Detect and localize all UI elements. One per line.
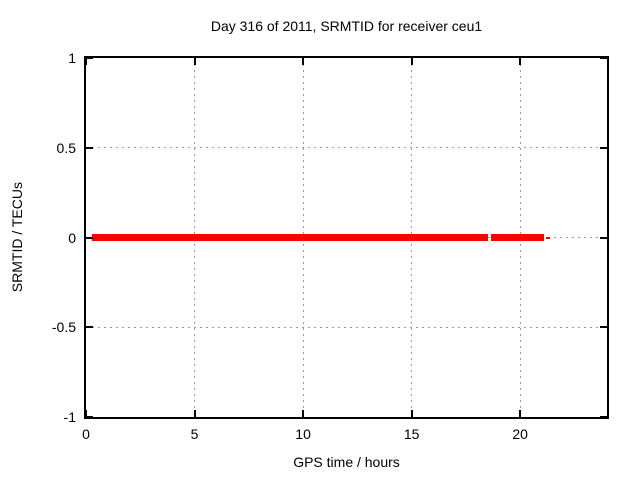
y-tick-label: -1 — [63, 409, 76, 425]
x-tick-label: 10 — [295, 426, 311, 442]
x-tick-mark — [410, 410, 413, 417]
y-tick-label: 1 — [68, 50, 76, 66]
data-series-segment — [490, 234, 545, 241]
y-tick-labels: -1 -0.5 0 0.5 1 — [14, 50, 76, 425]
y-tick-mark — [600, 236, 607, 239]
grid-line-horizontal — [86, 326, 607, 328]
y-tick-mark — [86, 57, 93, 59]
chart-title: Day 316 of 2011, SRMTID for receiver ceu… — [210, 18, 483, 34]
data-series-segment — [545, 236, 551, 239]
x-tick-mark — [193, 58, 196, 65]
x-tick-labels: 0 5 10 15 20 — [82, 426, 607, 442]
y-tick-mark — [600, 146, 607, 149]
plot-area — [84, 56, 609, 419]
x-tick-mark — [410, 58, 413, 65]
y-tick-mark — [86, 236, 93, 239]
x-tick-label: 0 — [82, 426, 90, 442]
y-tick-mark — [86, 146, 93, 149]
y-tick-label: 0.5 — [56, 139, 76, 156]
x-tick-mark — [519, 410, 522, 417]
x-tick-label: 5 — [190, 426, 199, 442]
data-series-segment — [91, 234, 488, 241]
x-tick-mark — [85, 58, 87, 65]
y-tick-mark — [600, 326, 607, 329]
x-tick-mark — [519, 58, 522, 65]
y-tick-mark — [600, 416, 607, 418]
x-tick-label: 20 — [512, 426, 528, 442]
x-tick-label: 15 — [403, 426, 420, 442]
x-tick-mark — [193, 410, 196, 417]
y-tick-mark — [86, 326, 93, 329]
y-tick-mark — [600, 57, 607, 59]
y-tick-label: -0.5 — [51, 319, 76, 336]
x-tick-mark — [302, 58, 305, 65]
x-axis-label: GPS time / hours — [293, 454, 400, 470]
y-tick-label: 0 — [68, 229, 76, 246]
x-tick-mark — [85, 410, 87, 417]
grid-line-horizontal — [86, 147, 607, 149]
y-tick-mark — [86, 416, 93, 418]
x-tick-mark — [302, 410, 305, 417]
